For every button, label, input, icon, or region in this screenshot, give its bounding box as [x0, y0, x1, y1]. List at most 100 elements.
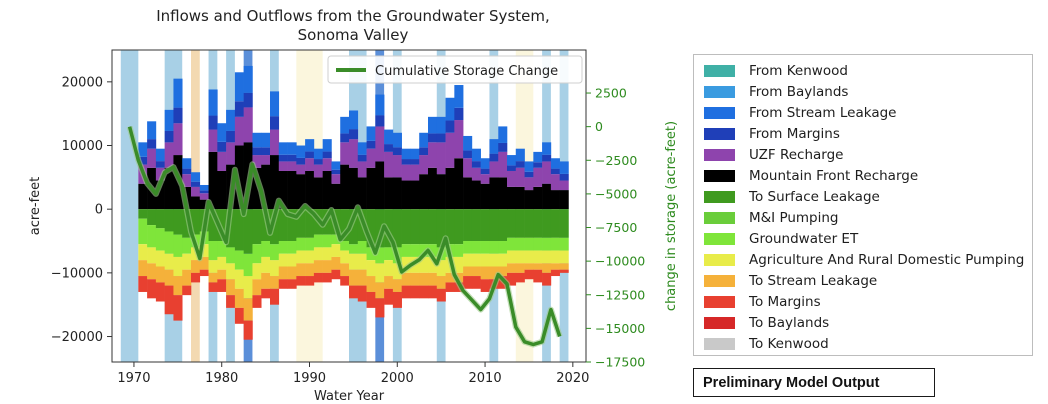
bar-2016-mountain-front-recharge: [542, 183, 552, 210]
legend-swatch: [704, 106, 735, 119]
bar-1970-to-margins: [138, 276, 148, 292]
bar-1984-groundwater-et: [261, 241, 271, 257]
bar-1998-from-margins: [384, 144, 394, 152]
bar-2012-uzf-recharge: [507, 170, 517, 187]
groundwater-chart: Inflows and Outflows from the Groundwate…: [28, 7, 679, 404]
bar-1979-to-stream-leakage: [217, 269, 227, 280]
bar-2000-groundwater-et: [401, 244, 411, 257]
bar-1988-to-surface-leakage: [296, 209, 306, 238]
bar-1977-to-margins: [199, 269, 209, 277]
bar-1973-groundwater-et: [164, 231, 174, 254]
legend-item-m-i-pumping: M&I Pumping: [694, 207, 1032, 228]
bar-2003-mountain-front-recharge: [428, 167, 438, 210]
bar-1981-from-margins: [234, 101, 244, 117]
bar-2015-to-stream-leakage: [533, 263, 543, 270]
bar-1985-uzf-recharge: [270, 129, 280, 156]
bar-1976-to-surface-leakage: [191, 209, 201, 235]
bar-1988-groundwater-et: [296, 237, 306, 251]
bar-2004-ag-pumping: [436, 260, 446, 277]
legend-swatch: [704, 295, 735, 308]
bar-2012-to-surface-leakage: [507, 209, 517, 238]
bar-1978-mountain-front-recharge: [208, 151, 218, 210]
bar-1972-from-stream-leakage: [155, 148, 165, 162]
bar-1976-to-margins: [191, 272, 201, 283]
bar-2007-from-stream-leakage: [463, 135, 473, 151]
legend-label: To Baylands: [749, 314, 830, 331]
bar-1996-to-surface-leakage: [366, 209, 376, 248]
bar-2000-from-stream-leakage: [401, 148, 411, 160]
bar-1995-ag-pumping: [357, 253, 367, 270]
bar-1973-to-margins: [164, 285, 174, 315]
bar-1982-to-stream-leakage: [243, 298, 253, 321]
y-tick-label--20000: −20000: [51, 330, 103, 345]
bar-1989-from-margins: [305, 151, 315, 159]
x-axis: 1970 1980 1990 2000 2010 2020: [117, 362, 589, 386]
bar-2015-groundwater-et: [533, 237, 543, 251]
bar-2010-to-stream-leakage: [489, 266, 499, 280]
bar-2008-ag-pumping: [471, 253, 481, 267]
bar-2017-to-stream-leakage: [550, 263, 560, 270]
bar-1998-groundwater-et: [384, 247, 394, 261]
bar-2006-uzf-recharge: [454, 120, 464, 159]
bar-1992-groundwater-et: [331, 234, 341, 245]
bar-1972-mountain-front-recharge: [155, 180, 165, 210]
bar-1973-mountain-front-recharge: [164, 167, 174, 210]
bar-2000-mountain-front-recharge: [401, 180, 411, 210]
bar-2013-to-margins: [515, 272, 525, 283]
bar-2014-from-stream-leakage: [524, 161, 534, 172]
bar-1973-from-margins: [164, 130, 174, 143]
bar-2001-mountain-front-recharge: [410, 180, 420, 210]
bar-1971-ag-pumping: [147, 247, 157, 264]
bar-2010-uzf-recharge: [489, 161, 499, 178]
bar-2016-to-stream-leakage: [542, 263, 552, 273]
bar-2011-from-stream-leakage: [498, 126, 508, 143]
bar-2011-uzf-recharge: [498, 151, 508, 178]
bar-2018-groundwater-et: [559, 237, 569, 251]
bar-2016-groundwater-et: [542, 237, 552, 251]
bar-2018-uzf-recharge: [559, 180, 569, 191]
bar-2003-uzf-recharge: [428, 142, 438, 168]
bar-1970-from-margins: [138, 156, 148, 165]
legend-swatch: [704, 127, 735, 140]
bar-2010-mountain-front-recharge: [489, 177, 499, 210]
bar-1971-groundwater-et: [147, 225, 157, 248]
bar-2005-to-surface-leakage: [445, 209, 455, 245]
bar-1997-to-margins: [375, 298, 385, 318]
bar-1990-uzf-recharge: [313, 164, 323, 178]
bar-1981-ag-pumping: [234, 269, 244, 289]
bar-1974-to-surface-leakage: [173, 209, 183, 235]
bar-1979-from-stream-leakage: [217, 123, 227, 142]
bar-1986-groundwater-et: [278, 241, 288, 254]
bar-2005-to-margins: [445, 282, 455, 292]
bar-1995-uzf-recharge: [357, 161, 367, 178]
chart-title-line1: Inflows and Outflows from the Groundwate…: [156, 7, 550, 25]
y-tick-label-10000: 10000: [62, 139, 103, 154]
inset-legend-label: Cumulative Storage Change: [375, 64, 558, 79]
bar-1986-from-stream-leakage: [278, 142, 288, 155]
bar-2016-to-margins: [542, 272, 552, 286]
bar-1981-to-margins: [234, 307, 244, 324]
bar-1991-from-stream-leakage: [322, 139, 332, 152]
bar-1987-to-stream-leakage: [287, 266, 297, 280]
legend-item-from-kenwood: From Kenwood: [694, 60, 1032, 81]
bar-2014-to-margins: [524, 269, 534, 280]
bar-1985-ag-pumping: [270, 260, 280, 277]
bar-2003-to-surface-leakage: [428, 209, 438, 245]
bar-1985-from-stream-leakage: [270, 91, 280, 117]
bar-1982-from-margins: [243, 92, 253, 108]
bar-1992-mountain-front-recharge: [331, 183, 341, 210]
bar-1976-uzf-recharge: [191, 186, 201, 197]
bar-2013-mountain-front-recharge: [515, 186, 525, 210]
bar-1980-from-margins: [226, 130, 236, 143]
bar-2014-to-surface-leakage: [524, 209, 534, 238]
legend-label: M&I Pumping: [749, 209, 839, 226]
bar-2001-from-margins: [410, 159, 420, 165]
bar-2005-from-margins: [445, 120, 455, 133]
background-band-0: [120, 50, 139, 362]
bar-1990-to-margins: [313, 272, 323, 283]
bar-1980-to-margins: [226, 295, 236, 308]
bar-2003-groundwater-et: [428, 244, 438, 257]
bar-1994-from-margins: [349, 129, 359, 140]
bar-1984-mountain-front-recharge: [261, 164, 271, 210]
bar-1996-ag-pumping: [366, 260, 376, 277]
